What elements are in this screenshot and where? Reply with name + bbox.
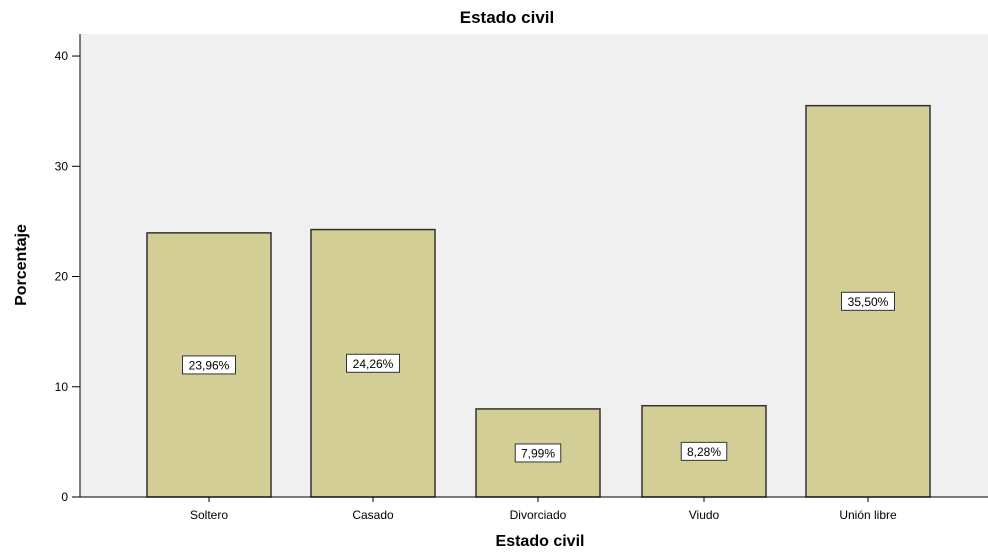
- x-axis-title: Estado civil: [496, 533, 585, 550]
- y-tick-label: 0: [61, 490, 68, 504]
- y-tick-label: 10: [55, 380, 69, 394]
- data-label-box: [841, 291, 895, 311]
- data-label-box: [182, 355, 236, 375]
- y-tick-label: 40: [55, 49, 69, 63]
- x-tick-label: Unión libre: [839, 508, 897, 522]
- y-ticks-layer: 0 10 20 30 40: [55, 49, 80, 504]
- data-label: 8,28%: [687, 445, 721, 459]
- data-labels-layer: 23,96% 24,26% 7,99% 8,28% 35,50%: [182, 291, 895, 463]
- data-label: 35,50%: [848, 295, 889, 309]
- data-label: 7,99%: [521, 446, 555, 460]
- y-tick-label: 20: [55, 270, 69, 284]
- data-label: 24,26%: [353, 357, 394, 371]
- x-ticks-layer: Soltero Casado Divorciado Viudo Unión libre: [190, 497, 897, 522]
- x-tick-label: Viudo: [689, 508, 720, 522]
- data-label-box: [514, 443, 562, 463]
- y-tick-label: 30: [55, 159, 69, 173]
- data-label-box: [346, 353, 400, 373]
- y-axis-title: Porcentaje: [13, 224, 30, 306]
- chart-title: Estado civil: [460, 8, 554, 27]
- x-tick-label: Soltero: [190, 508, 228, 522]
- x-tick-label: Casado: [352, 508, 394, 522]
- x-tick-label: Divorciado: [510, 508, 567, 522]
- data-label: 23,96%: [189, 358, 230, 372]
- data-label-box: [680, 441, 728, 461]
